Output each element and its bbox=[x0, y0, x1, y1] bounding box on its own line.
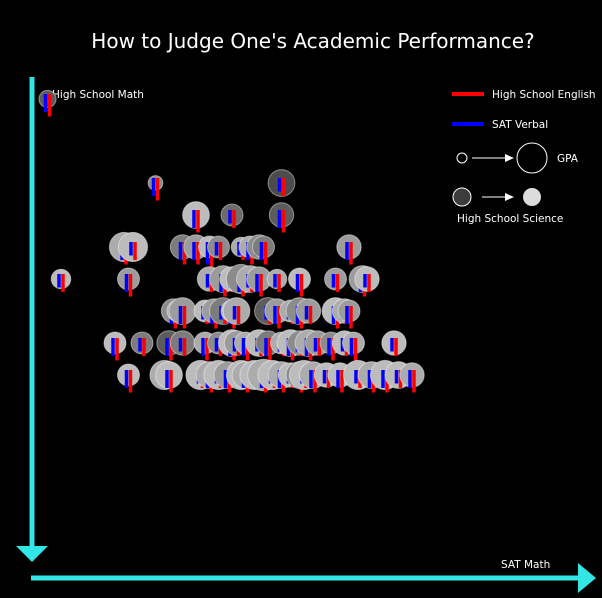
legend-science-high-circle bbox=[523, 188, 541, 206]
legend-gpa-small-circle bbox=[456, 152, 468, 164]
y-axis-label: High School Math bbox=[52, 89, 144, 101]
point-gpa-circle bbox=[38, 89, 57, 109]
data-point bbox=[222, 297, 251, 325]
point-gpa-circle bbox=[295, 298, 322, 324]
data-point bbox=[342, 331, 365, 361]
point-gpa-circle bbox=[168, 297, 197, 325]
point-gpa-circle bbox=[324, 267, 347, 291]
point-gpa-circle bbox=[147, 175, 164, 191]
point-gpa-circle bbox=[169, 330, 196, 356]
data-point bbox=[38, 89, 57, 117]
point-gpa-circle bbox=[252, 235, 275, 259]
point-gpa-circle bbox=[207, 235, 230, 259]
data-point bbox=[399, 362, 425, 393]
data-point bbox=[324, 267, 347, 292]
legend-science-low-circle bbox=[452, 187, 472, 207]
data-point bbox=[268, 202, 295, 233]
point-gpa-circle bbox=[266, 268, 288, 290]
legend-gpa-label: GPA bbox=[557, 153, 579, 165]
data-point bbox=[117, 363, 140, 393]
legend-gpa-arrow-head bbox=[505, 154, 514, 162]
legend-verbal-label: SAT Verbal bbox=[492, 119, 548, 131]
point-gpa-circle bbox=[155, 361, 183, 389]
data-point bbox=[103, 331, 127, 361]
legend-english-label: High School English bbox=[492, 89, 596, 101]
data-point bbox=[130, 331, 154, 356]
point-gpa-circle bbox=[354, 266, 380, 292]
x-axis-arrow bbox=[578, 563, 596, 593]
point-gpa-circle bbox=[337, 299, 361, 323]
point-gpa-circle bbox=[117, 231, 149, 263]
data-point bbox=[117, 267, 140, 297]
x-axis-label: SAT Math bbox=[501, 559, 550, 571]
data-point bbox=[220, 203, 244, 228]
data-points bbox=[38, 89, 425, 393]
point-gpa-circle bbox=[399, 362, 425, 388]
data-point bbox=[266, 268, 288, 292]
data-point bbox=[207, 235, 230, 260]
data-point bbox=[50, 268, 72, 292]
legend-gpa-large-circle bbox=[516, 142, 548, 174]
data-point bbox=[155, 361, 183, 393]
data-point bbox=[267, 169, 296, 197]
chart-title: How to Judge One's Academic Performance? bbox=[91, 29, 534, 53]
point-gpa-circle bbox=[381, 330, 407, 356]
data-point bbox=[288, 267, 311, 297]
point-gpa-circle bbox=[50, 268, 72, 290]
point-gpa-circle bbox=[268, 202, 295, 228]
data-point bbox=[246, 266, 272, 297]
point-gpa-circle bbox=[220, 203, 244, 227]
point-gpa-circle bbox=[288, 267, 311, 291]
legend: High School English SAT Verbal GPA High … bbox=[452, 89, 596, 225]
legend-science-arrow-head bbox=[505, 193, 514, 201]
data-point bbox=[252, 235, 275, 265]
point-gpa-circle bbox=[117, 267, 140, 291]
data-point bbox=[117, 231, 149, 263]
point-gpa-circle bbox=[222, 297, 251, 325]
data-point bbox=[169, 330, 196, 356]
data-point bbox=[147, 175, 164, 201]
data-point bbox=[295, 298, 322, 324]
point-gpa-circle bbox=[342, 331, 365, 355]
point-gpa-circle bbox=[103, 331, 127, 355]
point-gpa-circle bbox=[267, 169, 296, 197]
point-gpa-circle bbox=[130, 331, 154, 355]
axes bbox=[16, 77, 596, 593]
data-point bbox=[337, 299, 361, 329]
y-axis-arrow bbox=[16, 546, 48, 562]
legend-science-label: High School Science bbox=[457, 213, 563, 225]
data-point bbox=[354, 266, 380, 292]
data-point bbox=[182, 201, 210, 233]
data-point bbox=[381, 330, 407, 356]
point-gpa-circle bbox=[117, 363, 140, 387]
point-gpa-circle bbox=[336, 234, 362, 260]
data-point bbox=[336, 234, 362, 265]
point-gpa-circle bbox=[182, 201, 210, 229]
